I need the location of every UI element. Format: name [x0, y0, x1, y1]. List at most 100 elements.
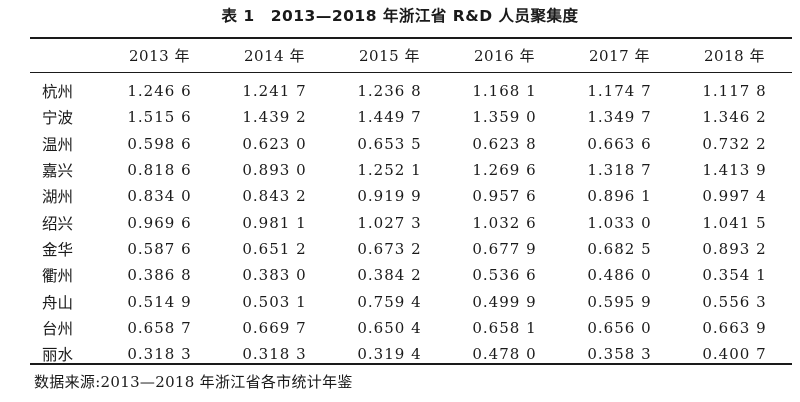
table-top-rule [30, 37, 792, 39]
table-cell-value: 1.241 7 [242, 82, 307, 101]
table-cell-value: 1.041 5 [702, 213, 767, 232]
table-cell-value: 0.656 0 [587, 318, 652, 337]
table-cell-value: 1.359 0 [472, 108, 537, 127]
table-cell-value: 0.893 0 [242, 161, 307, 180]
table-cell-value: 1.033 0 [587, 213, 652, 232]
table-cell-value: 1.117 8 [702, 82, 767, 101]
table-cell-value: 0.587 6 [127, 239, 192, 258]
table-cell-value: 1.252 1 [357, 161, 422, 180]
table-cell-value: 0.981 1 [242, 213, 307, 232]
table-row: 温州 0.598 6 0.623 0 0.653 5 0.623 8 0.663 6 0.7… [30, 131, 792, 157]
table-cell-value: 0.536 6 [472, 266, 537, 285]
table-header-rule [30, 72, 792, 73]
table-cell-value: 0.893 2 [702, 239, 767, 258]
table-row: 丽水 0.318 3 0.318 3 0.319 4 0.478 0 0.358 3 0.4… [30, 341, 792, 367]
row-label-city: 宁波 [42, 109, 74, 128]
table-cell-value: 0.658 7 [127, 318, 192, 337]
column-header-year: 2017 年 [589, 46, 650, 65]
row-label-city: 绍兴 [42, 214, 74, 233]
source-note: 数据来源:2013—2018 年浙江省各市统计年鉴 [34, 373, 353, 391]
table-row: 绍兴 0.969 6 0.981 1 1.027 3 1.032 6 1.033 0 1.0… [30, 209, 792, 235]
row-label-city: 台州 [42, 319, 74, 338]
table-cell-value: 1.346 2 [702, 108, 767, 127]
table-cell-value: 0.318 3 [242, 345, 307, 364]
table-cell-value: 0.386 8 [127, 266, 192, 285]
table-cell-value: 0.834 0 [127, 187, 192, 206]
row-label-city: 温州 [42, 135, 74, 154]
table-cell-value: 0.623 8 [472, 134, 537, 153]
table-row: 杭州 1.246 6 1.241 7 1.236 8 1.168 1 1.174 7 1.1… [30, 78, 792, 104]
table-cell-value: 1.168 1 [472, 82, 537, 101]
table-cell-value: 0.957 6 [472, 187, 537, 206]
table-cell-value: 0.663 9 [702, 318, 767, 337]
table-bottom-rule [30, 363, 792, 365]
header-row: 2013 年 2014 年 2015 年 2016 年 2017 年 2018 … [30, 38, 792, 72]
table-cell-value: 0.514 9 [127, 292, 192, 311]
table-caption: 表 1 2013—2018 年浙江省 R&D 人员聚集度 [221, 7, 579, 25]
row-label-city: 嘉兴 [42, 162, 74, 181]
table-cell-value: 0.658 1 [472, 318, 537, 337]
table-cell-value: 0.732 2 [702, 134, 767, 153]
table-cell-value: 1.349 7 [587, 108, 652, 127]
rd-personnel-agglomeration-table: 2013 年 2014 年 2015 年 2016 年 2017 年 2018 … [30, 38, 792, 367]
table-cell-value: 0.759 4 [357, 292, 422, 311]
table-cell-value: 0.997 4 [702, 187, 767, 206]
row-label-city: 舟山 [42, 293, 74, 312]
table-row: 舟山 0.514 9 0.503 1 0.759 4 0.499 9 0.595 9 0.5… [30, 288, 792, 314]
table-cell-value: 0.595 9 [587, 292, 652, 311]
table-cell-value: 0.969 6 [127, 213, 192, 232]
table-cell-value: 0.358 3 [587, 345, 652, 364]
table-cell-value: 0.478 0 [472, 345, 537, 364]
table-cell-value: 0.354 1 [702, 266, 767, 285]
table-body: 杭州 1.246 6 1.241 7 1.236 8 1.168 1 1.174 7 1.1… [30, 72, 792, 367]
column-header-year: 2015 年 [359, 46, 420, 65]
table-cell-value: 0.682 5 [587, 239, 652, 258]
column-header-year: 2018 年 [704, 46, 765, 65]
table-row: 湖州 0.834 0 0.843 2 0.919 9 0.957 6 0.896 1 0.9… [30, 183, 792, 209]
table-cell-value: 0.400 7 [702, 345, 767, 364]
column-header-region [30, 38, 102, 72]
table-cell-value: 1.449 7 [357, 108, 422, 127]
column-header-year: 2016 年 [474, 46, 535, 65]
table-cell-value: 0.623 0 [242, 134, 307, 153]
table-cell-value: 0.319 4 [357, 345, 422, 364]
table-cell-value: 0.556 3 [702, 292, 767, 311]
table-cell-value: 0.896 1 [587, 187, 652, 206]
table-cell-value: 1.439 2 [242, 108, 307, 127]
row-label-city: 丽水 [42, 346, 74, 365]
table-cell-value: 0.669 7 [242, 318, 307, 337]
table-cell-value: 0.318 3 [127, 345, 192, 364]
table-row: 宁波 1.515 6 1.439 2 1.449 7 1.359 0 1.349 7 1.3… [30, 104, 792, 130]
table-row: 嘉兴 0.818 6 0.893 0 1.252 1 1.269 6 1.318 7 1.4… [30, 157, 792, 183]
table-cell-value: 0.651 2 [242, 239, 307, 258]
table-cell-value: 0.818 6 [127, 161, 192, 180]
table-row: 台州 0.658 7 0.669 7 0.650 4 0.658 1 0.656 0 0.6… [30, 315, 792, 341]
row-label-city: 衢州 [42, 267, 74, 286]
row-label-city: 湖州 [42, 188, 74, 207]
table-cell-value: 1.032 6 [472, 213, 537, 232]
table-cell-value: 1.515 6 [127, 108, 192, 127]
table-row: 金华 0.587 6 0.651 2 0.673 2 0.677 9 0.682 5 0.8… [30, 236, 792, 262]
column-header-year: 2013 年 [129, 46, 190, 65]
table-cell-value: 0.499 9 [472, 292, 537, 311]
table-cell-value: 0.486 0 [587, 266, 652, 285]
table-cell-value: 1.027 3 [357, 213, 422, 232]
table-cell-value: 0.677 9 [472, 239, 537, 258]
table-cell-value: 0.653 5 [357, 134, 422, 153]
table-cell-value: 1.269 6 [472, 161, 537, 180]
table-cell-value: 1.174 7 [587, 82, 652, 101]
row-label-city: 杭州 [42, 83, 74, 102]
table-cell-value: 0.650 4 [357, 318, 422, 337]
table-cell-value: 1.236 8 [357, 82, 422, 101]
table-cell-value: 0.843 2 [242, 187, 307, 206]
row-label-city: 金华 [42, 240, 74, 259]
table-cell-value: 0.384 2 [357, 266, 422, 285]
table-row: 衢州 0.386 8 0.383 0 0.384 2 0.536 6 0.486 0 0.3… [30, 262, 792, 288]
table-cell-value: 0.919 9 [357, 187, 422, 206]
table-cell-value: 1.318 7 [587, 161, 652, 180]
table-cell-value: 0.663 6 [587, 134, 652, 153]
table-cell-value: 0.598 6 [127, 134, 192, 153]
table-cell-value: 1.413 9 [702, 161, 767, 180]
table-cell-value: 1.246 6 [127, 82, 192, 101]
table-cell-value: 0.673 2 [357, 239, 422, 258]
